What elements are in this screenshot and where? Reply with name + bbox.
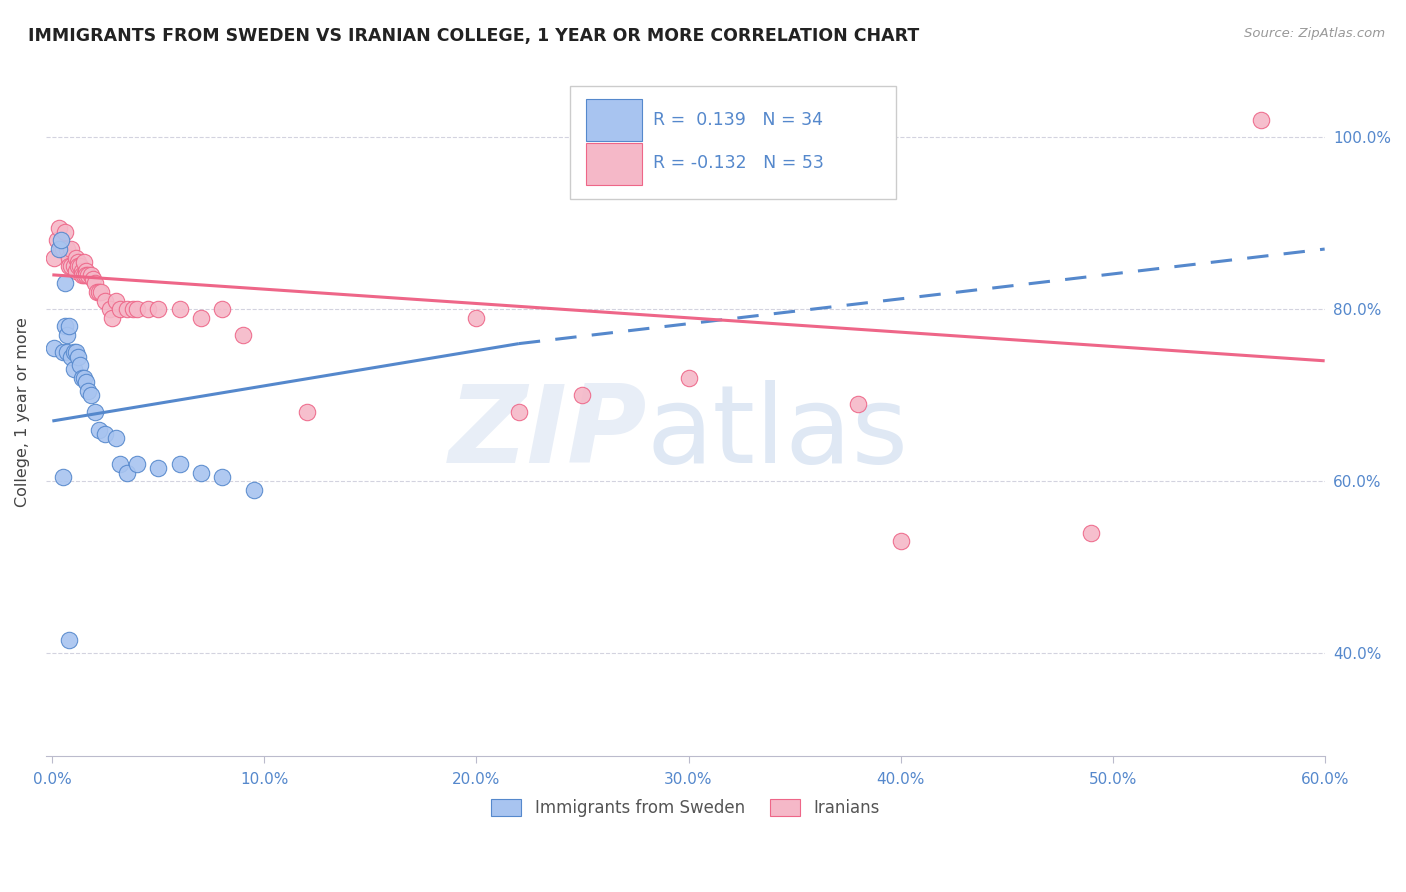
Point <box>53 225 76 239</box>
Point <box>678 371 700 385</box>
Point <box>90 285 112 299</box>
Point <box>108 302 131 317</box>
Point <box>115 302 138 317</box>
FancyBboxPatch shape <box>585 100 643 142</box>
Point <box>86 285 108 299</box>
Point <box>44 251 66 265</box>
Point <box>60 242 83 256</box>
Point <box>52 345 75 359</box>
Point <box>73 255 96 269</box>
Point <box>65 345 87 359</box>
Point <box>571 388 593 402</box>
Point <box>190 466 212 480</box>
Point <box>79 388 101 402</box>
Point <box>169 457 191 471</box>
Point <box>846 397 869 411</box>
Point <box>49 242 72 256</box>
Point <box>52 470 75 484</box>
Point <box>104 293 127 308</box>
Point <box>69 259 91 273</box>
Point <box>60 259 83 273</box>
Point <box>127 302 149 317</box>
Point <box>243 483 266 497</box>
Point <box>66 350 89 364</box>
Point <box>60 350 83 364</box>
Text: R =  0.139   N = 34: R = 0.139 N = 34 <box>654 112 824 129</box>
Point <box>62 345 84 359</box>
Point <box>56 328 79 343</box>
Point <box>87 423 110 437</box>
Point <box>70 263 93 277</box>
FancyBboxPatch shape <box>585 144 643 186</box>
Point <box>73 268 96 282</box>
Text: IMMIGRANTS FROM SWEDEN VS IRANIAN COLLEGE, 1 YEAR OR MORE CORRELATION CHART: IMMIGRANTS FROM SWEDEN VS IRANIAN COLLEG… <box>28 27 920 45</box>
Legend: Immigrants from Sweden, Iranians: Immigrants from Sweden, Iranians <box>485 792 886 823</box>
Point <box>83 277 105 291</box>
Point <box>148 461 170 475</box>
Point <box>49 234 72 248</box>
Point <box>87 285 110 299</box>
Point <box>94 426 117 441</box>
Point <box>73 371 96 385</box>
Point <box>58 633 80 648</box>
Point <box>122 302 145 317</box>
Point <box>58 319 80 334</box>
Point <box>56 242 79 256</box>
Point <box>83 405 105 419</box>
Point <box>62 259 84 273</box>
Text: R = -0.132   N = 53: R = -0.132 N = 53 <box>654 154 824 172</box>
Point <box>53 277 76 291</box>
Point <box>44 341 66 355</box>
Point <box>1250 113 1272 128</box>
Text: atlas: atlas <box>647 380 908 486</box>
Point <box>77 384 100 398</box>
Point <box>211 302 233 317</box>
Point <box>48 242 70 256</box>
Point <box>77 268 100 282</box>
Point <box>52 242 75 256</box>
Point <box>75 376 97 390</box>
Y-axis label: College, 1 year or more: College, 1 year or more <box>15 318 30 508</box>
Point <box>108 457 131 471</box>
Point <box>98 302 121 317</box>
FancyBboxPatch shape <box>571 86 896 199</box>
Point <box>127 457 149 471</box>
Point <box>70 371 93 385</box>
Point <box>65 263 87 277</box>
Text: ZIP: ZIP <box>449 380 647 486</box>
Point <box>104 431 127 445</box>
Point <box>115 466 138 480</box>
Point <box>465 310 488 325</box>
Point <box>1080 525 1102 540</box>
Point <box>79 268 101 282</box>
Point <box>58 251 80 265</box>
Point <box>508 405 530 419</box>
Point <box>45 234 67 248</box>
Point <box>65 251 87 265</box>
Point <box>148 302 170 317</box>
Point <box>75 268 97 282</box>
Point <box>56 345 79 359</box>
Point <box>890 534 912 549</box>
Point <box>190 310 212 325</box>
Text: Source: ZipAtlas.com: Source: ZipAtlas.com <box>1244 27 1385 40</box>
Point <box>232 328 254 343</box>
Point <box>66 255 89 269</box>
Point <box>53 319 76 334</box>
Point <box>82 272 104 286</box>
Point <box>295 405 318 419</box>
Point <box>66 259 89 273</box>
Point <box>48 220 70 235</box>
Point <box>136 302 159 317</box>
Point <box>69 358 91 372</box>
Point <box>70 268 93 282</box>
Point <box>94 293 117 308</box>
Point <box>62 362 84 376</box>
Point <box>75 263 97 277</box>
Point <box>211 470 233 484</box>
Point <box>100 310 122 325</box>
Point <box>58 259 80 273</box>
Point <box>169 302 191 317</box>
